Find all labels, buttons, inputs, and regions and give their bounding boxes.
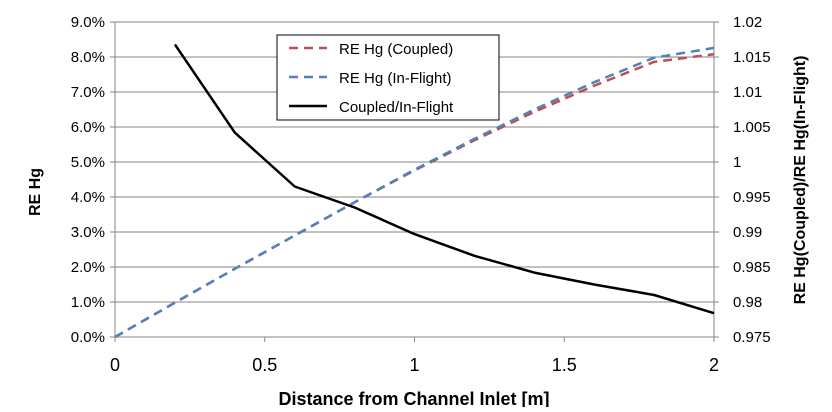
y-tick-label: 6.0% [71,119,105,136]
y-axis-label: RE Hg [27,168,44,216]
y-tick-label: 4.0% [71,189,105,206]
x-tick-label: 2 [709,355,719,375]
gridlines [115,21,714,303]
series-line-2 [173,43,715,315]
y2-tick-label: 0.985 [733,259,771,276]
x-tick-label: 0 [110,355,120,375]
y-tick-label: 5.0% [71,154,105,171]
x-tick-label: 1.5 [552,355,577,375]
series-line-0 [114,52,715,339]
y-tick-label: 7.0% [71,84,105,101]
y2-tick-label: 1.015 [733,49,771,66]
y-tick-label: 0.0% [71,329,105,346]
y2-tick-label: 1.02 [733,14,762,31]
y2-tick-label: 1 [733,154,741,171]
y2-tick-label: 0.99 [733,224,762,241]
y2-tick-label: 0.975 [733,329,771,346]
y2-tick-label: 0.995 [733,189,771,206]
y2-axis-label: RE Hg(Coupled)/RE Hg(In-Flight) [792,56,809,305]
y-tick-label: 2.0% [71,259,105,276]
y-tick-label: 3.0% [71,224,105,241]
y2-tick-label: 1.005 [733,119,771,136]
legend-label-ratio: Coupled/In-Flight [339,99,454,116]
y2-tick-label: 0.98 [733,294,762,311]
series-lines [114,43,715,339]
legend-label-inflight: RE Hg (In-Flight) [339,70,452,87]
x-axis-label: Distance from Channel Inlet [m] [278,389,549,407]
legend-label-coupled: RE Hg (Coupled) [339,41,453,58]
y2-tick-label: 1.01 [733,84,762,101]
y-tick-label: 9.0% [71,14,105,31]
x-tick-label: 0.5 [252,355,277,375]
axes [110,21,719,342]
y-tick-label: 1.0% [71,294,105,311]
legend: RE Hg (Coupled) RE Hg (In-Flight) Couple… [276,34,500,121]
tick-labels: 0.0% 1.0% 2.0% 3.0% 4.0% 5.0% 6.0% 7.0% 8.0% 9.0%… [71,14,771,375]
x-tick-label: 1 [409,355,419,375]
y-tick-label: 8.0% [71,49,105,66]
